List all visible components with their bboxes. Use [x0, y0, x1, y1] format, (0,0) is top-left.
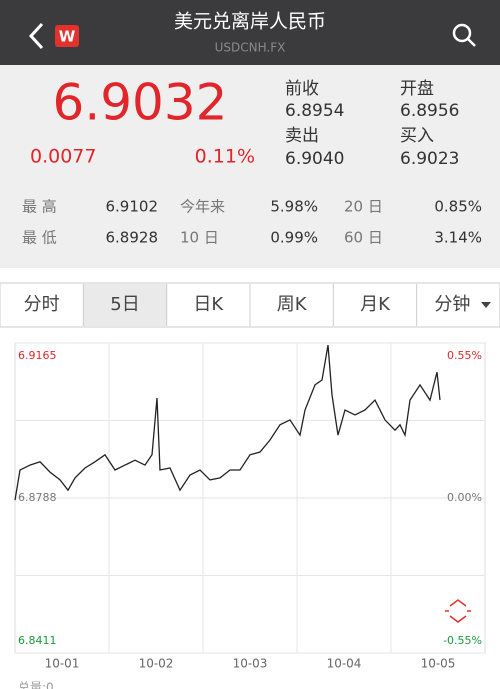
- field-label: 买入: [400, 126, 434, 146]
- change: 0.0077: [30, 146, 96, 168]
- stat-label: 20 日: [344, 198, 383, 216]
- quote-fields: 前收 6.8954 开盘 6.8956 卖出 6.9040 买入 6.9023: [285, 79, 459, 169]
- tab[interactable]: 分钟: [434, 294, 470, 315]
- page-title: 美元兑离岸人民币: [174, 11, 326, 33]
- y2-tick-label: 0.55%: [447, 349, 482, 362]
- stat-label: 最 高: [22, 198, 57, 216]
- field-value: 6.8954: [285, 101, 344, 121]
- tabs: 分时 5日 日K 周K 月K 分钟: [24, 284, 491, 326]
- field-value: 6.8956: [400, 101, 459, 121]
- y-tick-label: 6.8788: [18, 491, 57, 504]
- dropdown-arrow: [481, 302, 491, 308]
- app-icon-glyph: W: [59, 28, 76, 46]
- page-subtitle: USDCNH.FX: [215, 41, 286, 55]
- stat-label: 10 日: [180, 229, 219, 247]
- stat-value: 0.99%: [270, 229, 318, 247]
- stat-value: 5.98%: [270, 198, 318, 216]
- stat-value: 6.8928: [106, 229, 159, 247]
- y-tick-label: 6.8411: [18, 634, 57, 647]
- search-button[interactable]: [452, 23, 472, 43]
- stat-label: 今年来: [180, 198, 225, 216]
- field-label: 开盘: [400, 79, 434, 99]
- plot: 6.8411 6.8788 6.9165 -0.55% 0.00% 0.55% 10-01 1…: [14, 342, 485, 671]
- stats: 最 高 6.9102 今年来 5.98% 20 日 0.85% 最 低 6.8928 10 日 0…: [22, 198, 482, 247]
- y2-tick-label: 0.00%: [447, 491, 482, 504]
- y2-tick-label: -0.55%: [443, 634, 482, 647]
- tab[interactable]: 月K: [360, 294, 391, 315]
- back-button[interactable]: [28, 22, 44, 50]
- stat-label: 60 日: [344, 229, 383, 247]
- change-pct: 0.11%: [195, 146, 255, 168]
- y-tick-label: 6.9165: [18, 349, 57, 362]
- field-value: 6.9023: [400, 149, 459, 169]
- fullscreen-button[interactable]: [445, 599, 471, 623]
- x-tick-label: 10-04: [327, 657, 362, 671]
- app-icon[interactable]: [55, 25, 79, 47]
- price: 6.9032: [53, 74, 228, 132]
- tab[interactable]: 分时: [24, 294, 60, 315]
- x-tick-label: 10-01: [45, 657, 80, 671]
- stat-value: 0.85%: [434, 198, 482, 216]
- tab[interactable]: 5日: [110, 294, 139, 315]
- tab[interactable]: 日K: [193, 294, 224, 315]
- quote-panel: [0, 65, 500, 268]
- stat-label: 最 低: [22, 229, 57, 247]
- x-tick-label: 10-05: [421, 657, 456, 671]
- field-label: 前收: [285, 79, 319, 99]
- tab-selected-bg: [83, 284, 167, 326]
- stat-value: 6.9102: [106, 198, 159, 216]
- x-tick-label: 10-03: [233, 657, 268, 671]
- stat-value: 3.14%: [434, 229, 482, 247]
- x-tick-label: 10-02: [139, 657, 174, 671]
- volume-label: 总量:0: [18, 681, 54, 689]
- header-bar: [0, 0, 500, 65]
- price-line: [14, 344, 441, 501]
- field-value: 6.9040: [285, 149, 344, 169]
- field-label: 卖出: [285, 126, 319, 146]
- tab[interactable]: 周K: [277, 294, 308, 315]
- search-handle: [467, 38, 476, 47]
